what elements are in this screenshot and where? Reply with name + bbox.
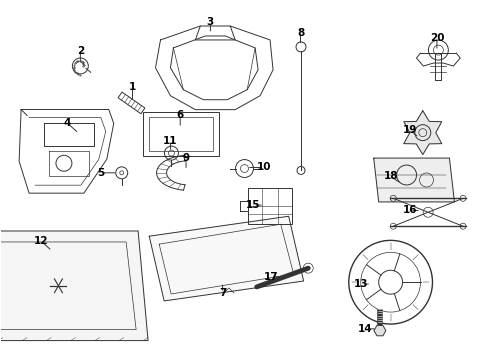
Text: 1: 1 — [128, 82, 136, 92]
Text: 6: 6 — [176, 111, 183, 121]
Bar — [247, 188, 291, 224]
Polygon shape — [149, 216, 303, 301]
Text: 12: 12 — [34, 236, 48, 246]
Bar — [143, 112, 219, 156]
Text: 7: 7 — [219, 288, 226, 298]
Text: 20: 20 — [429, 33, 443, 43]
Bar — [149, 117, 213, 151]
Text: 11: 11 — [163, 136, 177, 145]
Polygon shape — [0, 231, 148, 341]
Polygon shape — [403, 111, 441, 154]
Text: 4: 4 — [63, 118, 70, 128]
Text: 14: 14 — [357, 324, 372, 334]
Text: 18: 18 — [383, 171, 397, 181]
Text: 15: 15 — [245, 200, 260, 210]
Text: 17: 17 — [264, 272, 278, 282]
Text: 8: 8 — [296, 28, 304, 38]
Text: 3: 3 — [206, 17, 214, 27]
Text: 5: 5 — [97, 168, 104, 178]
Polygon shape — [373, 158, 453, 202]
Text: 2: 2 — [77, 46, 84, 56]
Text: 10: 10 — [256, 162, 271, 172]
Polygon shape — [373, 325, 385, 336]
Text: 16: 16 — [402, 206, 417, 216]
Text: 13: 13 — [353, 279, 368, 289]
Text: 19: 19 — [402, 125, 416, 135]
Text: 9: 9 — [182, 153, 189, 163]
